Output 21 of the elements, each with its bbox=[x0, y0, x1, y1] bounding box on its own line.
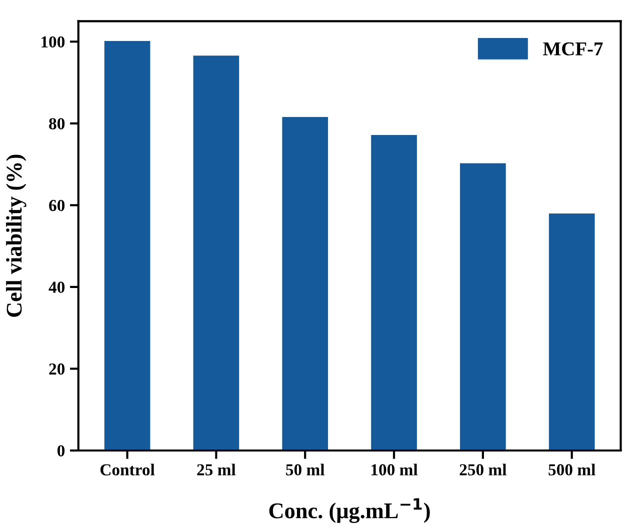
bar bbox=[104, 40, 150, 450]
x-tick-label: Control bbox=[100, 464, 155, 476]
y-tick-label: 20 bbox=[49, 363, 65, 375]
x-axis-title: Conc. (μg.mL$^{−1}$) bbox=[269, 498, 430, 524]
bar bbox=[371, 134, 417, 450]
x-tick-label: 250 ml bbox=[460, 464, 506, 476]
y-tick-label: 0 bbox=[57, 445, 65, 456]
legend-label: MCF-7 bbox=[543, 42, 603, 56]
bar bbox=[193, 56, 240, 450]
x-tick-label: 500 ml bbox=[548, 464, 596, 476]
x-tick-label: 25 ml bbox=[197, 464, 236, 476]
bar bbox=[460, 163, 506, 450]
bar bbox=[548, 213, 595, 450]
y-tick-label: 80 bbox=[49, 118, 65, 130]
y-axis-title: Cell viability (%) bbox=[6, 154, 26, 317]
y-tick-label: 60 bbox=[49, 200, 65, 212]
bar bbox=[282, 116, 328, 450]
y-tick-label: 40 bbox=[48, 282, 65, 293]
y-tick-label: 100 bbox=[42, 36, 65, 48]
x-tick-label: 50 ml bbox=[286, 464, 324, 476]
x-tick-label: 100 ml bbox=[372, 464, 418, 476]
